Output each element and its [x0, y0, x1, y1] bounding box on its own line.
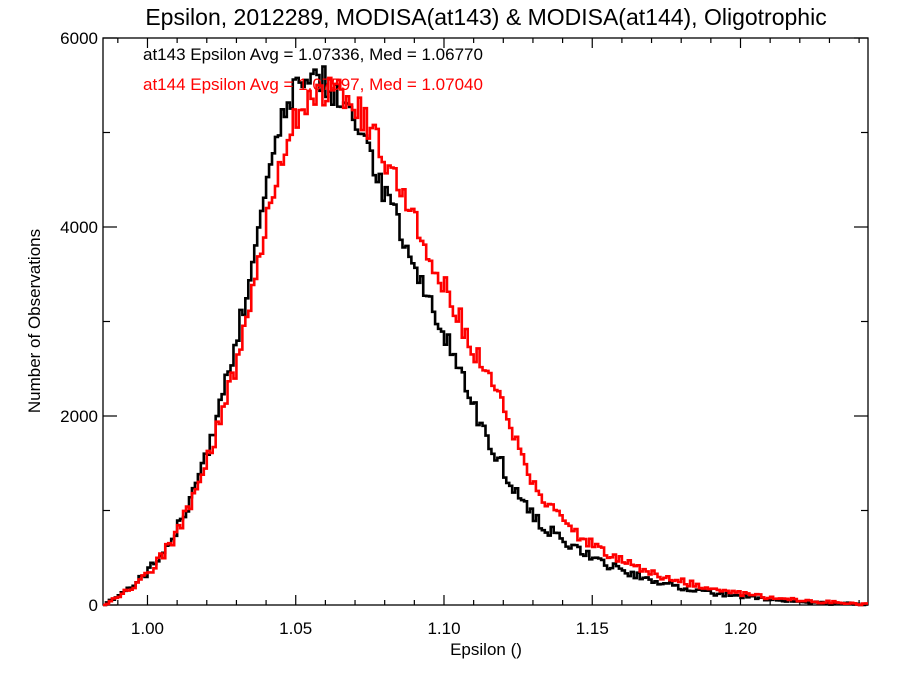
x-axis: 1.00 1.05 1.10 1.15 1.20: [117, 38, 860, 638]
y-axis-label: Number of Observations: [25, 229, 44, 413]
x-tick-label: 1.15: [576, 619, 609, 638]
x-tick-label: 1.05: [279, 619, 312, 638]
series-group: [103, 65, 868, 607]
legend-entry-at143: at143 Epsilon Avg = 1.07336, Med = 1.067…: [143, 45, 483, 64]
y-tick-label: 2000: [60, 407, 98, 426]
histogram-series-at143: [103, 65, 868, 607]
legend-entry-at144: at144 Epsilon Avg = 1.07597, Med = 1.070…: [143, 75, 483, 94]
y-tick-label: 0: [89, 596, 98, 615]
x-tick-label: 1.00: [131, 619, 164, 638]
x-tick-label: 1.20: [724, 619, 757, 638]
histogram-series-at144: [103, 76, 868, 607]
plot-area-frame: [102, 37, 869, 606]
x-axis-label: Epsilon (): [450, 640, 522, 659]
y-axis: 0 2000 4000 6000: [60, 29, 868, 615]
y-tick-label: 6000: [60, 29, 98, 48]
chart-title: Epsilon, 2012289, MODISA(at143) & MODISA…: [145, 4, 826, 30]
y-tick-label: 4000: [60, 218, 98, 237]
x-tick-label: 1.10: [427, 619, 460, 638]
